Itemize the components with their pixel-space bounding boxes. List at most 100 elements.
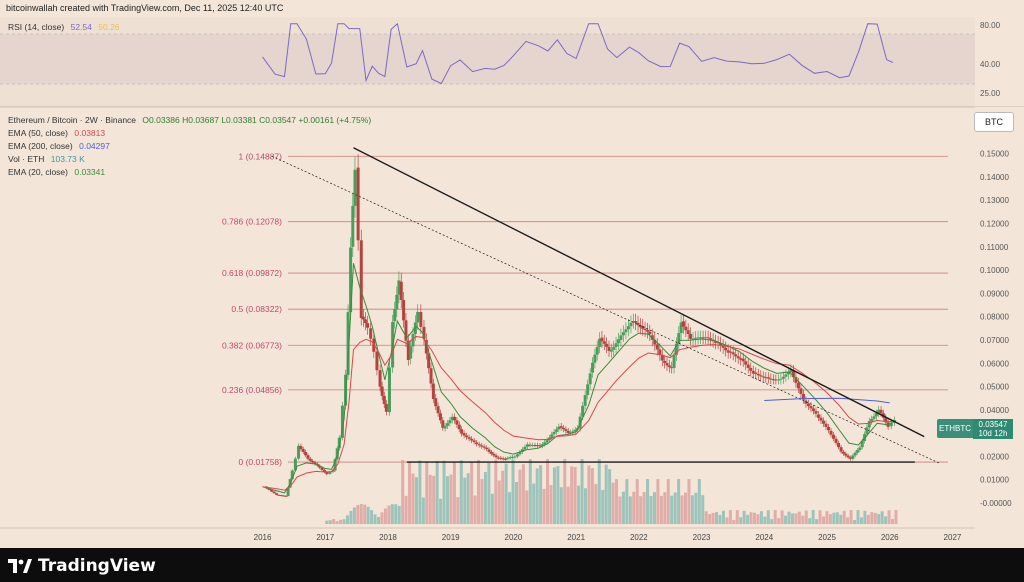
candle-down	[600, 337, 604, 342]
candle-up	[786, 372, 790, 375]
volume-bar	[863, 510, 867, 524]
volume-bar	[652, 492, 656, 524]
candle-down	[607, 346, 611, 351]
candle-up	[557, 426, 561, 430]
candle-down	[487, 449, 491, 452]
candle-up	[612, 346, 616, 350]
ema20-legend[interactable]: EMA (20, close) 0.03341	[8, 167, 105, 177]
candle-down	[496, 457, 500, 459]
candle-up	[571, 431, 575, 433]
ema200-legend[interactable]: EMA (200, close) 0.04297	[8, 141, 110, 151]
volume-bar	[790, 513, 794, 524]
volume-bar	[780, 510, 784, 524]
candle-down	[834, 438, 838, 443]
volume-bar	[528, 459, 532, 524]
candle-down	[731, 352, 735, 355]
candle-down	[759, 375, 763, 377]
ema200-line	[764, 397, 890, 404]
candle-up	[351, 205, 355, 247]
fib-label: 0.618 (0.09872)	[222, 268, 282, 278]
candle-up	[508, 457, 512, 459]
candle-down	[320, 467, 324, 470]
tradingview-logo[interactable]: TradingView	[8, 556, 156, 576]
ema50-legend[interactable]: EMA (50, close) 0.03813	[8, 128, 105, 138]
symbol-legend[interactable]: Ethereum / Bitcoin · 2W · Binance O0.033…	[8, 115, 371, 125]
candle-down	[605, 343, 609, 347]
volume-bar	[732, 519, 736, 524]
candle-down	[528, 444, 532, 446]
candle-up	[286, 487, 290, 497]
ema20-label: EMA (20, close)	[8, 167, 68, 177]
candle-down	[721, 345, 725, 348]
volume-bar	[753, 512, 757, 524]
volume-bar	[387, 505, 391, 524]
volume-bar	[463, 477, 467, 524]
volume-bar	[390, 504, 394, 524]
candle-down	[736, 356, 740, 359]
candle-down	[686, 330, 690, 335]
volume-bars	[325, 459, 898, 524]
candle-up	[340, 405, 344, 438]
candle-up	[609, 349, 613, 352]
candle-down	[402, 299, 406, 321]
volume-bar	[728, 510, 732, 524]
volume-bar	[684, 492, 688, 524]
price-tick-label: 0.07000	[980, 336, 1009, 345]
rsi-line	[262, 22, 894, 85]
volume-bar	[549, 485, 553, 524]
candle-down	[406, 340, 410, 360]
candle-down	[766, 377, 770, 379]
candle-up	[333, 459, 337, 471]
candle-down	[846, 455, 850, 458]
candle-down	[814, 411, 818, 414]
candle-down	[706, 337, 710, 339]
candle-up	[867, 421, 871, 428]
candle-up	[397, 280, 401, 295]
candle-up	[586, 384, 590, 396]
volume-bar	[877, 514, 881, 524]
volume-bar	[521, 464, 525, 524]
volume-bar	[873, 512, 877, 524]
rsi-band	[0, 34, 975, 84]
volume-bar	[525, 490, 529, 524]
volume-bar	[618, 496, 622, 524]
chart-svg[interactable]: 80.00 40.00 25.00 1 (0.14887) 0.786 (0.1207…	[0, 0, 1024, 548]
candle-up	[779, 378, 783, 380]
volume-bar	[625, 479, 629, 524]
volume-bar	[749, 512, 753, 524]
volume-bar	[511, 459, 515, 524]
candle-down	[477, 444, 481, 446]
candle-up	[696, 337, 700, 339]
volume-bar	[835, 512, 839, 524]
candle-up	[595, 346, 599, 355]
volume-bar	[725, 517, 729, 524]
candle-up	[874, 413, 878, 417]
vol-legend[interactable]: Vol · ETH 103.73 K	[8, 154, 85, 164]
candle-up	[395, 294, 399, 310]
volume-bar	[663, 492, 667, 524]
candle-up	[865, 427, 869, 435]
volume-bar	[349, 510, 353, 524]
volume-bar	[704, 511, 708, 524]
candle-down	[436, 406, 440, 414]
candle-down	[751, 370, 755, 374]
candle-down	[756, 373, 760, 376]
price-tick-label: 0.14000	[980, 173, 1009, 182]
tradingview-logo-icon	[8, 559, 32, 573]
candle-up	[598, 338, 602, 347]
volume-bar	[811, 510, 815, 524]
candle-up	[409, 346, 413, 359]
candle-down	[794, 377, 798, 383]
candle-down	[638, 325, 642, 328]
volume-bar	[370, 510, 374, 524]
candle-down	[325, 472, 329, 475]
currency-button[interactable]: BTC	[974, 112, 1014, 132]
candle-up	[704, 337, 708, 339]
volume-bar	[359, 504, 363, 524]
candle-down	[489, 451, 493, 454]
price-tick-label: 0.10000	[980, 266, 1009, 275]
volume-bar	[518, 469, 522, 524]
volume-bar	[808, 518, 812, 524]
candle-up	[511, 456, 515, 458]
volume-bar	[670, 495, 674, 524]
